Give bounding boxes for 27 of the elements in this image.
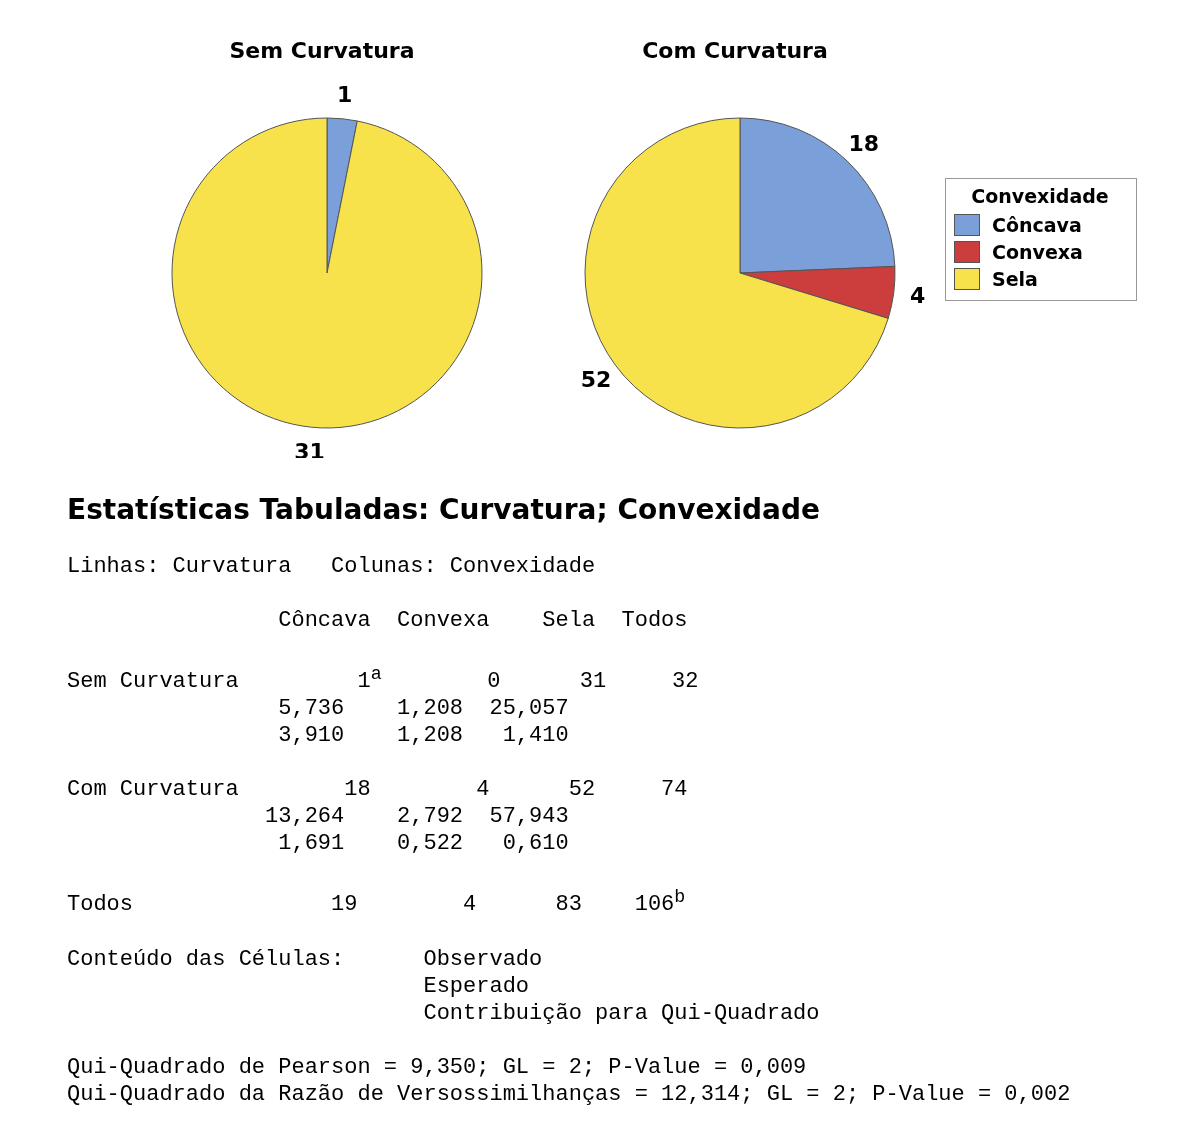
text: Côncava Convexa Sela Todos [277, 607, 689, 634]
text: Qui-Quadrado de Pearson = 9,350; GL = 2; P-Value = 0,009 [67, 1053, 808, 1081]
chart-title: Com Curvatura [641, 38, 829, 65]
legend-title: Convexidade [970, 185, 1110, 207]
data-label: 1 [336, 82, 353, 108]
legend-label: Côncava [992, 213, 1082, 236]
text: Estatísticas Tabuladas: Curvatura; Convexidade [67, 493, 821, 528]
text: Conteúdo das Células: Observado [67, 945, 544, 973]
legend-label: Convexa [992, 240, 1083, 263]
data-label: 4 [909, 283, 926, 309]
pie-slice [171, 117, 483, 429]
text: Todos 19 4 83 106$^{b}$ [67, 886, 687, 919]
chart-title: Sem Curvatura [228, 38, 416, 65]
legend-label: Sela [992, 267, 1038, 290]
text: 1,691 0,522 0,610 [277, 830, 570, 858]
text: 3,910 1,208 1,410 [277, 722, 570, 750]
data-label: 18 [848, 131, 880, 157]
text: Esperado [422, 972, 531, 1000]
text: Sem Curvatura 1$^{a}$ 0 31 32 [67, 664, 699, 695]
text: Qui-Quadrado da Razão de Versossimilhanças = 12,314; GL = 2; P-Value = 0,002 [67, 1080, 1071, 1108]
text: Linhas: Curvatura Colunas: Convexidade [67, 553, 597, 580]
text: 5,736 1,208 25,057 [277, 695, 570, 723]
text: Com Curvatura 18 4 52 74 [67, 776, 689, 804]
text: Contribuição para Qui-Quadrado [422, 999, 821, 1027]
data-label: 31 [294, 438, 325, 464]
text: 13,264 2,792 57,943 [264, 803, 570, 831]
data-label: 52 [580, 366, 612, 392]
